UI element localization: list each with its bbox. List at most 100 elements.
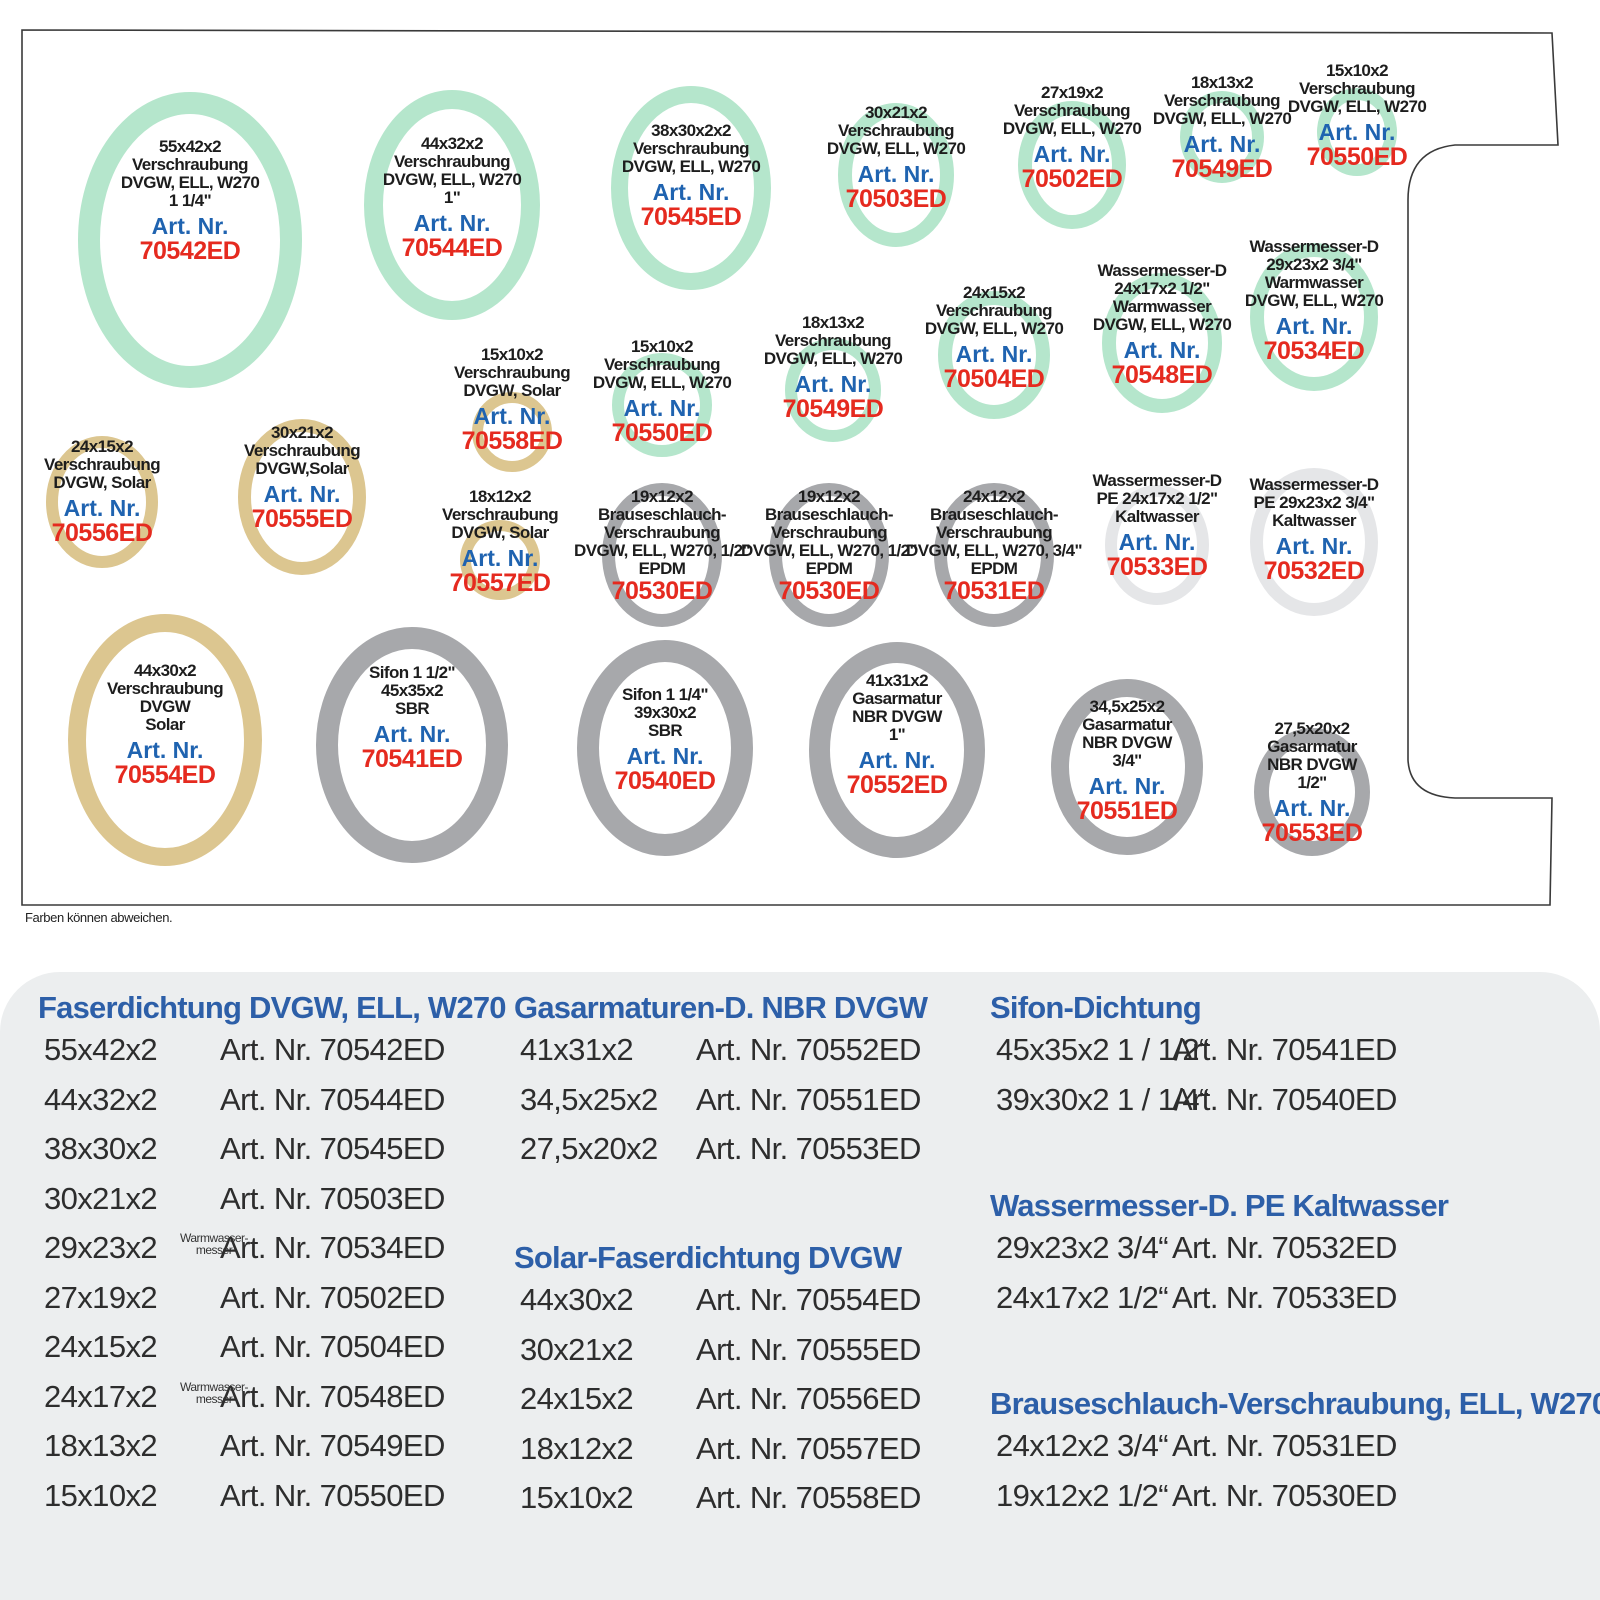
gasket-description: Verschraubung <box>604 523 721 543</box>
art-nr-label: Art. Nr. <box>1118 529 1196 556</box>
gasket-description: DVGW, ELL, W270 <box>382 170 522 190</box>
gasket-label: 30x21x2 Verschraubung DVGW,Solar Art. Nr. 70… <box>244 423 361 533</box>
gasket-description: 27,5x20x2 <box>1274 719 1351 738</box>
gasket-description: PE 29x23x2 3/4" <box>1253 493 1376 513</box>
art-nr-label: Art. Nr. <box>263 481 341 508</box>
gasket-size: 24x17x2 <box>44 1378 158 1414</box>
article-row: 34,5x25x2 Art. Nr. 70551ED <box>514 1076 927 1126</box>
article-number: Art. Nr. 70532ED <box>1172 1230 1397 1265</box>
art-nr-label: Art. Nr. <box>652 179 730 206</box>
article-list-panel: Faserdichtung DVGW, ELL, W270 55x42x2 Art.… <box>0 972 1600 1600</box>
article-number: 70549ED <box>782 395 884 424</box>
gasket-ring <box>611 86 771 290</box>
gasket-label: 34,5x25x2 Gasarmatur NBR DVGW 3/4" Art. Nr. 7… <box>1076 697 1178 826</box>
art-nr-label: Art. Nr. <box>1273 795 1351 822</box>
gasket-description: 18x13x2 <box>802 313 865 332</box>
gasket-label: Wassermesser-D 29x23x2 3/4" Warmwasser DVGW… <box>1244 237 1384 365</box>
article-number: 70551ED <box>1076 797 1178 826</box>
gasket-ring <box>46 436 158 568</box>
gasket-size: 24x12x2 3/4“ <box>996 1428 1169 1463</box>
art-nr-label: Art. Nr. <box>858 747 936 774</box>
gasket-description: 30x21x2 <box>865 103 928 122</box>
color-disclaimer: Farben können abweichen. <box>25 910 173 925</box>
gasket-size: 15x10x2 <box>520 1480 634 1515</box>
group-title: Brauseschlauch-Verschraubung, ELL, W270 <box>990 1386 1600 1421</box>
gasket-description: Verschraubung <box>936 301 1053 321</box>
art-nr-label: Art. Nr. <box>1088 773 1166 800</box>
gasket-description: Verschraubung <box>1299 79 1416 99</box>
gasket-ring <box>612 353 712 457</box>
gasket-description: DVGW, ELL, W270 <box>826 139 966 159</box>
article-number: 70553ED <box>1261 819 1363 848</box>
ring-diagram <box>21 29 1559 906</box>
gasket-ring <box>785 338 881 442</box>
art-nr-label: Art. Nr. <box>461 545 539 572</box>
size-note-line: messer <box>195 1243 233 1257</box>
gasket-label: 24x15x2 Verschraubung DVGW, ELL, W270 Art. … <box>925 283 1064 393</box>
article-number: Art. Nr. 70531ED <box>1172 1428 1397 1463</box>
gasket-label: 27,5x20x2 Gasarmatur NBR DVGW 1/2" Art. Nr. 7… <box>1261 719 1363 848</box>
art-nr-label: Art. Nr. <box>126 737 204 764</box>
art-nr-label: Art. Nr. <box>473 403 551 430</box>
art-nr-label: Art. Nr. <box>63 495 141 522</box>
gasket-description: EPDM <box>970 559 1018 579</box>
article-group: Sifon-Dichtung 45x35x2 1 / 1/2“ Art. Nr. 7… <box>990 990 1397 1125</box>
size-note-line: Warmwasser- <box>180 1231 249 1245</box>
gasket-description: Wassermesser-D <box>1249 475 1380 494</box>
article-row: 41x31x2 Art. Nr. 70552ED <box>514 1026 927 1076</box>
article-row: 44x32x2 Art. Nr. 70544ED <box>38 1076 506 1126</box>
gasket-label: 15x10x2 Verschraubung DVGW, Solar Art. Nr. 7… <box>454 345 571 455</box>
article-group: Wassermesser-D. PE Kaltwasser 29x23x2 3/4… <box>990 1188 1449 1323</box>
gasket-size: 29x23x2 3/4“ <box>996 1230 1169 1265</box>
article-number: 70556ED <box>51 519 153 548</box>
gasket-size: 29x23x2 <box>44 1230 158 1265</box>
article-row: 15x10x2 Art. Nr. 70550ED <box>38 1472 506 1522</box>
gasket-description: DVGW <box>139 697 191 717</box>
article-row: 24x17x2 Warmwasser-messer Art. Nr. 70548ED <box>38 1373 506 1423</box>
article-number: Art. Nr. 70541ED <box>1172 1032 1397 1067</box>
article-group: Solar-Faserdichtung DVGW 44x30x2 Art. Nr. … <box>514 1240 921 1524</box>
gasket-description: Verschraubung <box>838 121 955 141</box>
gasket-description: DVGW, ELL, W270 <box>1244 291 1384 311</box>
article-number: 70530ED <box>611 577 713 606</box>
group-title: Wassermesser-D. PE Kaltwasser <box>990 1188 1449 1223</box>
gasket-description: 24x12x2 <box>963 487 1026 506</box>
article-number: Art. Nr. 70553ED <box>696 1131 921 1166</box>
article-number: Art. Nr. 70540ED <box>1172 1081 1397 1117</box>
article-number: Art. Nr. 70552ED <box>696 1032 921 1067</box>
gasket-label: 19x12x2 Brauseschlauch- Verschraubung DVGW,… <box>741 487 918 605</box>
art-nr-label: Art. Nr. <box>1123 337 1201 364</box>
article-number: Art. Nr. 70544ED <box>220 1081 445 1117</box>
gasket-ring <box>68 614 262 866</box>
gasket-description: DVGW, ELL, W270 <box>1287 97 1427 117</box>
gasket-description: DVGW, ELL, W270, 1/2" <box>574 541 751 561</box>
gasket-description: 55x42x2 <box>159 137 222 156</box>
gasket-description: Warmwasser <box>1112 297 1212 317</box>
gasket-description: DVGW, ELL, W270 <box>1092 315 1232 335</box>
gasket-label: 27x19x2 Verschraubung DVGW, ELL, W270 Art. … <box>1003 83 1142 193</box>
gasket-ring <box>460 520 540 600</box>
article-group: Gasarmaturen-D. NBR DVGW 41x31x2 Art. Nr. … <box>514 990 928 1175</box>
gasket-label: 15x10x2 Verschraubung DVGW, ELL, W270 Art. … <box>1287 61 1427 171</box>
art-nr-label: Art. Nr. <box>1275 533 1353 560</box>
gasket-size: 39x30x2 1 / 1/4“ <box>996 1081 1209 1117</box>
article-number: Art. Nr. 70555ED <box>696 1331 921 1367</box>
gasket-description: 29x23x2 3/4" <box>1266 255 1362 275</box>
gasket-ring <box>472 392 552 472</box>
gasket-description: Wassermesser-D <box>1249 237 1380 256</box>
gasket-description: 39x30x2 <box>634 703 697 723</box>
article-number: Art. Nr. 70554ED <box>696 1282 921 1317</box>
article-number: 70541ED <box>361 745 463 774</box>
art-nr-label: Art. Nr. <box>623 395 701 422</box>
gasket-ring <box>364 90 540 320</box>
gasket-description: Verschraubung <box>442 505 559 525</box>
article-number: 70549ED <box>1171 155 1273 184</box>
gasket-description: Gasarmatur <box>1267 737 1357 757</box>
gasket-size: 30x21x2 <box>520 1331 634 1367</box>
gasket-label: 24x15x2 Verschraubung DVGW, Solar Art. Nr. 7… <box>44 437 161 548</box>
gasket-description: 24x15x2 <box>963 283 1026 302</box>
gasket-label: 24x12x2 Brauseschlauch- Verschraubung DVGW,… <box>906 487 1083 605</box>
article-group: Brauseschlauch-Verschraubung, ELL, W270 2… <box>990 1386 1600 1521</box>
size-note: Warmwasser-messer <box>180 1231 249 1257</box>
gasket-description: SBR <box>394 699 430 719</box>
